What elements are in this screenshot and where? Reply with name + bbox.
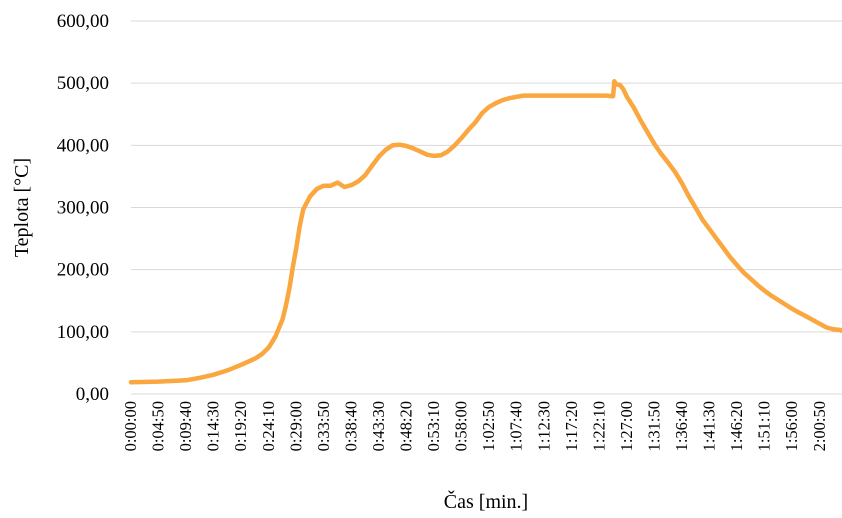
y-tick-label: 600,00 bbox=[57, 11, 109, 32]
y-axis-title: Teplota [°C] bbox=[11, 158, 33, 257]
x-tick-label: 0:00:00 bbox=[121, 401, 140, 451]
x-tick-label: 2:00:50 bbox=[810, 401, 829, 451]
x-tick-label: 0:43:30 bbox=[369, 401, 388, 451]
x-tick-label: 1:17:20 bbox=[562, 401, 581, 451]
x-tick-label: 1:27:00 bbox=[617, 401, 636, 451]
x-tick-label: 1:22:10 bbox=[589, 401, 608, 451]
y-tick-label: 300,00 bbox=[57, 198, 109, 219]
x-tick-label: 1:02:50 bbox=[479, 401, 498, 451]
gridlines bbox=[131, 20, 842, 333]
y-tick-label: 200,00 bbox=[57, 260, 109, 281]
x-tick-label: 1:31:50 bbox=[644, 401, 663, 451]
y-tick-label: 100,00 bbox=[57, 322, 109, 343]
x-tick-label: 0:48:20 bbox=[397, 401, 416, 451]
x-tick-label: 0:09:40 bbox=[176, 401, 195, 451]
x-tick-label: 1:41:30 bbox=[700, 401, 719, 451]
x-tick-label: 0:53:10 bbox=[424, 401, 443, 451]
y-tick-label: 0,00 bbox=[76, 384, 109, 405]
x-tick-label: 1:56:00 bbox=[782, 401, 801, 451]
x-tick-label: 0:24:10 bbox=[259, 401, 278, 451]
y-tick-label: 500,00 bbox=[57, 73, 109, 94]
y-axis-ticks: 0,00 100,00 200,00 300,00 400,00 500,00 600,00 bbox=[57, 11, 109, 405]
x-tick-label: 0:29:00 bbox=[286, 401, 305, 451]
x-tick-label: 1:36:40 bbox=[672, 401, 691, 451]
x-tick-label: 1:12:30 bbox=[534, 401, 553, 451]
x-axis-ticks: 0:00:00 0:04:50 0:09:40 0:14:30 0:19:20 0:24:… bbox=[121, 401, 829, 451]
x-tick-label: 1:07:40 bbox=[507, 401, 526, 451]
x-axis-title: Čas [min.] bbox=[444, 489, 528, 513]
x-tick-label: 0:33:50 bbox=[314, 401, 333, 451]
x-tick-label: 0:14:30 bbox=[204, 401, 223, 451]
x-tick-label: 1:46:20 bbox=[727, 401, 746, 451]
temperature-series-line bbox=[128, 79, 842, 385]
x-tick-label: 1:51:10 bbox=[755, 401, 774, 451]
x-tick-label: 0:58:00 bbox=[452, 401, 471, 451]
y-tick-label: 400,00 bbox=[57, 135, 109, 156]
x-tick-label: 0:19:20 bbox=[231, 401, 250, 451]
x-tick-label: 0:04:50 bbox=[149, 401, 168, 451]
x-tick-label: 0:38:40 bbox=[341, 401, 360, 451]
